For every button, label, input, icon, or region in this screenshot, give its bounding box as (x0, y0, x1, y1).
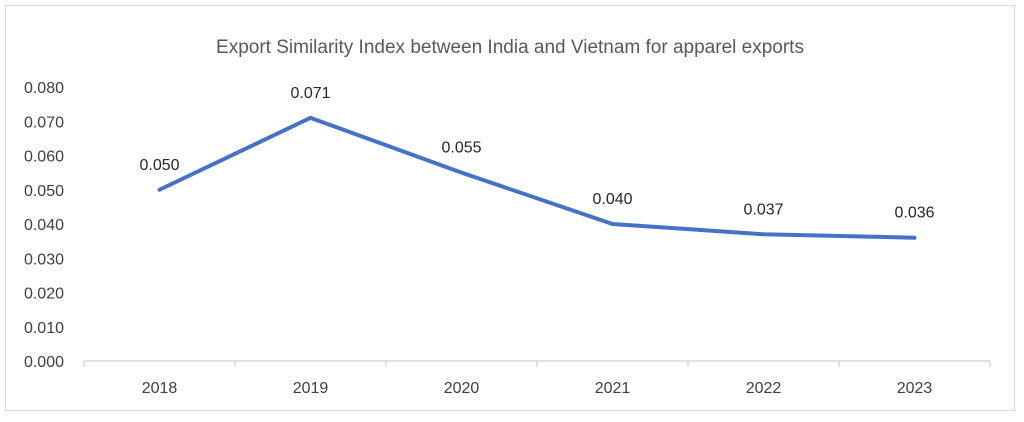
x-tick-label: 2019 (293, 380, 329, 397)
data-label: 0.071 (290, 85, 330, 102)
y-tick-label: 0.000 (24, 354, 64, 371)
y-tick-label: 0.080 (24, 80, 64, 97)
y-tick-label: 0.020 (24, 286, 64, 303)
series-group: 0.050 0.071 0.055 0.040 0.037 0.036 (139, 85, 935, 240)
series-line (157, 115, 917, 240)
chart-title: Export Similarity Index between India an… (216, 37, 804, 58)
y-axis: 0.000 0.010 0.020 0.030 0.040 0.050 0.060 0.070… (24, 80, 64, 371)
data-label: 0.040 (592, 191, 632, 208)
x-tick-label: 2018 (142, 380, 178, 397)
y-tick-label: 0.070 (24, 114, 64, 131)
y-tick-label: 0.040 (24, 217, 64, 234)
y-tick-label: 0.060 (24, 149, 64, 166)
x-tick-label: 2021 (595, 380, 631, 397)
y-tick-label: 0.030 (24, 251, 64, 268)
chart-frame (5, 5, 1015, 411)
data-label: 0.050 (139, 157, 179, 174)
x-axis: 2018 2019 2020 2021 2022 2023 (83, 360, 991, 397)
data-label: 0.036 (894, 205, 934, 222)
data-label: 0.037 (743, 201, 783, 218)
data-label: 0.055 (441, 140, 481, 157)
y-tick-label: 0.050 (24, 183, 64, 200)
x-tick-label: 2023 (897, 380, 933, 397)
y-tick-label: 0.010 (24, 320, 64, 337)
x-tick-label: 2020 (444, 380, 480, 397)
x-tick-label: 2022 (746, 380, 782, 397)
